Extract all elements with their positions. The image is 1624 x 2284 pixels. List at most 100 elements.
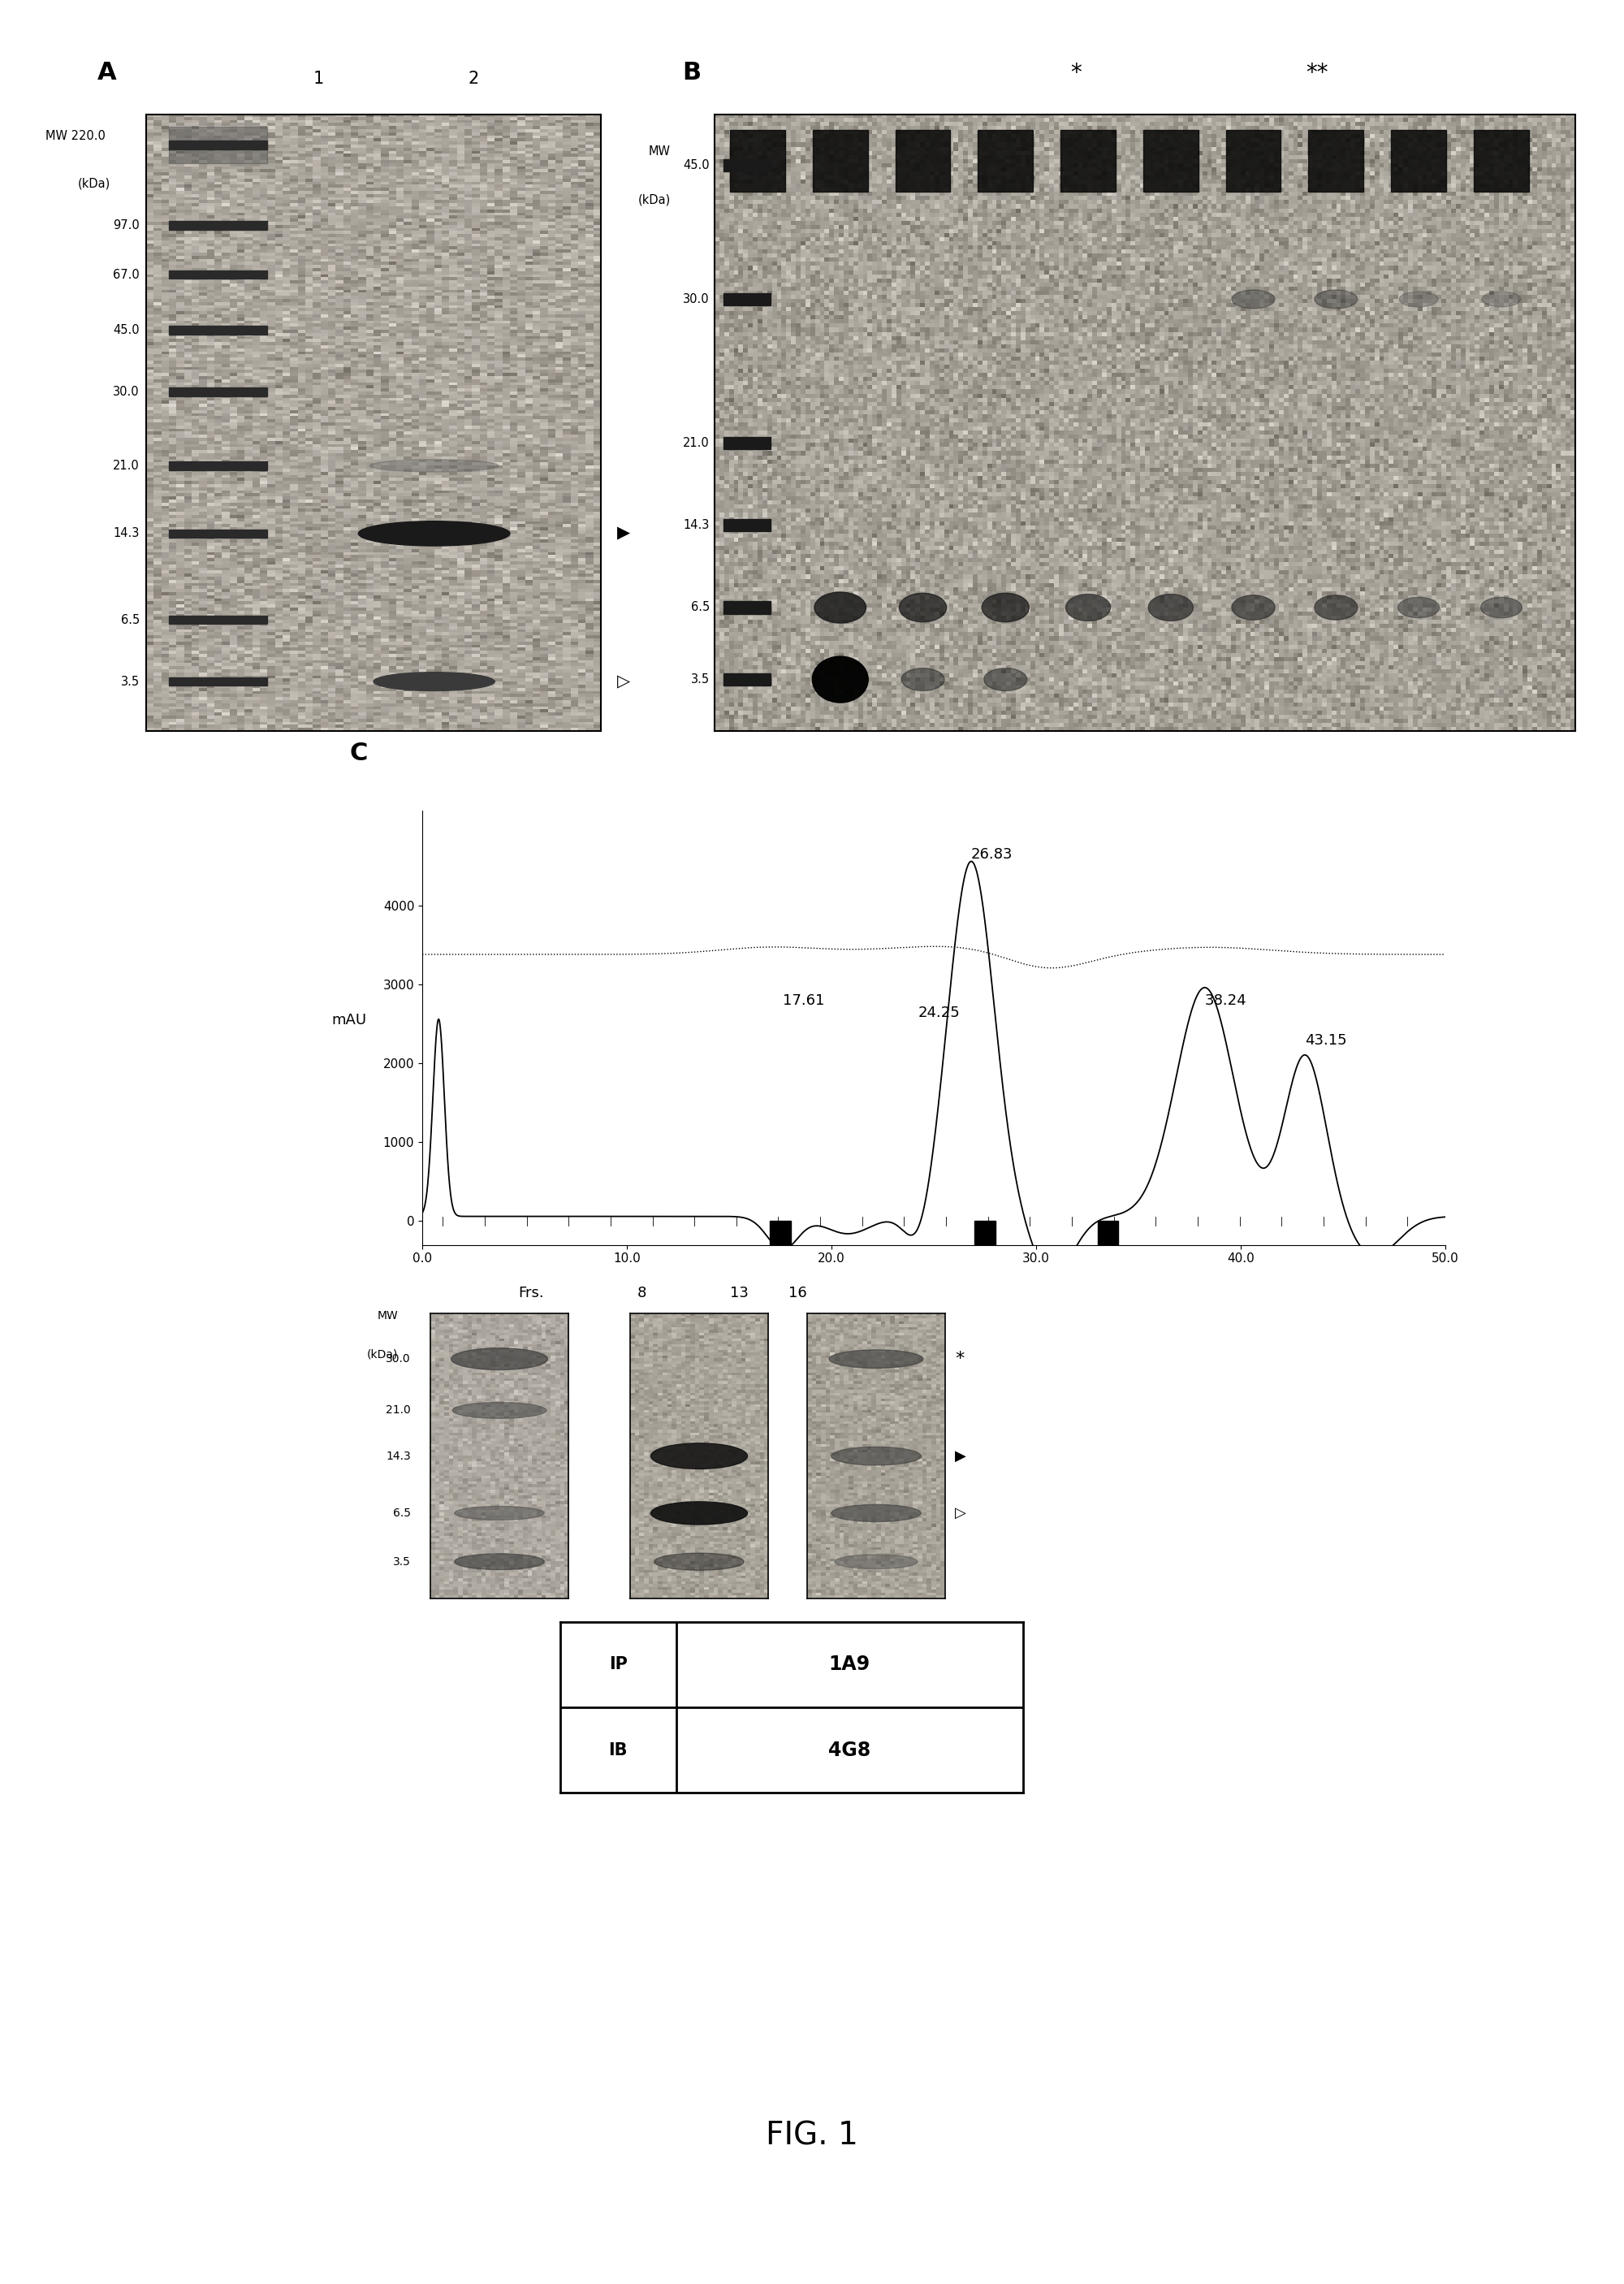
Text: C: C xyxy=(349,742,367,765)
Bar xyxy=(169,530,268,537)
Bar xyxy=(723,601,770,614)
Ellipse shape xyxy=(835,1555,918,1569)
Text: 21.0: 21.0 xyxy=(387,1405,411,1416)
Ellipse shape xyxy=(1314,596,1358,619)
Bar xyxy=(723,160,770,171)
Ellipse shape xyxy=(1481,292,1520,306)
Bar xyxy=(1098,1222,1117,1245)
Text: 14.3: 14.3 xyxy=(114,528,140,539)
Text: 14.3: 14.3 xyxy=(684,518,710,532)
Ellipse shape xyxy=(654,1553,744,1571)
Ellipse shape xyxy=(1481,596,1522,617)
Text: 67.0: 67.0 xyxy=(114,270,140,281)
Ellipse shape xyxy=(359,521,510,546)
Ellipse shape xyxy=(830,1350,922,1368)
Text: 2: 2 xyxy=(468,71,479,87)
Ellipse shape xyxy=(1314,290,1358,308)
Text: 38.24: 38.24 xyxy=(1205,994,1247,1007)
Bar xyxy=(169,388,268,395)
Y-axis label: mAU: mAU xyxy=(331,1014,367,1028)
Text: IB: IB xyxy=(609,1743,627,1759)
Ellipse shape xyxy=(814,592,866,624)
Text: 1: 1 xyxy=(313,71,325,87)
Text: 26.83: 26.83 xyxy=(971,847,1013,861)
Ellipse shape xyxy=(1233,596,1275,619)
Text: *: * xyxy=(1070,62,1082,85)
Text: ▷: ▷ xyxy=(955,1505,966,1521)
Bar xyxy=(723,292,770,306)
Bar xyxy=(1473,130,1528,192)
Text: 3.5: 3.5 xyxy=(120,676,140,687)
Text: IP: IP xyxy=(609,1656,627,1672)
Bar xyxy=(1392,130,1447,192)
Ellipse shape xyxy=(370,459,499,473)
Text: 6.5: 6.5 xyxy=(393,1507,411,1519)
Ellipse shape xyxy=(1400,292,1437,306)
Ellipse shape xyxy=(651,1503,747,1526)
Bar xyxy=(974,1222,996,1245)
Ellipse shape xyxy=(1233,290,1275,308)
Text: 1A9: 1A9 xyxy=(828,1654,870,1674)
Ellipse shape xyxy=(984,669,1026,690)
Bar xyxy=(731,130,784,192)
Text: 3.5: 3.5 xyxy=(690,674,710,685)
Bar xyxy=(812,130,867,192)
Text: 14.3: 14.3 xyxy=(387,1450,411,1462)
Ellipse shape xyxy=(455,1553,544,1569)
Text: Frs.: Frs. xyxy=(518,1286,544,1300)
Text: 97.0: 97.0 xyxy=(114,219,140,231)
Bar xyxy=(169,126,268,164)
Ellipse shape xyxy=(831,1448,921,1466)
Bar xyxy=(169,270,268,279)
Text: 6.5: 6.5 xyxy=(120,614,140,626)
Bar xyxy=(1226,130,1281,192)
Ellipse shape xyxy=(451,1348,547,1370)
Text: 43.15: 43.15 xyxy=(1306,1032,1348,1048)
Text: ▷: ▷ xyxy=(617,674,630,690)
Bar xyxy=(169,678,268,685)
Text: 30.0: 30.0 xyxy=(387,1354,411,1364)
Bar xyxy=(1143,130,1199,192)
Text: (kDa): (kDa) xyxy=(638,194,671,206)
Text: MW: MW xyxy=(377,1311,398,1322)
Text: (kDa): (kDa) xyxy=(78,178,110,190)
Text: MW 220.0: MW 220.0 xyxy=(45,130,106,142)
Text: 6.5: 6.5 xyxy=(690,601,710,614)
Text: MW: MW xyxy=(650,146,671,158)
Ellipse shape xyxy=(1148,594,1194,621)
Ellipse shape xyxy=(455,1507,544,1521)
Text: **: ** xyxy=(1306,62,1328,85)
Ellipse shape xyxy=(1065,594,1111,621)
Text: A: A xyxy=(97,62,117,85)
Bar xyxy=(169,327,268,333)
Bar xyxy=(895,130,950,192)
Bar xyxy=(169,461,268,471)
Ellipse shape xyxy=(651,1443,747,1469)
Bar xyxy=(169,142,268,148)
Text: 21.0: 21.0 xyxy=(114,459,140,473)
Text: 17.61: 17.61 xyxy=(783,994,825,1007)
Text: FIG. 1: FIG. 1 xyxy=(767,2120,857,2152)
Text: 13: 13 xyxy=(729,1286,749,1300)
Ellipse shape xyxy=(831,1505,921,1521)
Text: 24.25: 24.25 xyxy=(919,1005,960,1021)
Bar xyxy=(1060,130,1116,192)
Text: 4G8: 4G8 xyxy=(828,1740,870,1761)
Text: 45.0: 45.0 xyxy=(114,324,140,336)
Text: ▶: ▶ xyxy=(955,1448,966,1464)
Text: 30.0: 30.0 xyxy=(684,292,710,306)
Ellipse shape xyxy=(901,669,945,690)
Text: *: * xyxy=(955,1350,965,1368)
Text: ▶: ▶ xyxy=(617,525,630,541)
Ellipse shape xyxy=(374,671,495,690)
Ellipse shape xyxy=(453,1402,546,1418)
Text: (kDa): (kDa) xyxy=(367,1350,398,1361)
Bar xyxy=(169,617,268,624)
Bar xyxy=(770,1222,791,1245)
Ellipse shape xyxy=(812,656,869,703)
Text: 30.0: 30.0 xyxy=(114,386,140,397)
Bar xyxy=(723,436,770,450)
Text: 8: 8 xyxy=(637,1286,646,1300)
Text: 45.0: 45.0 xyxy=(684,160,710,171)
Ellipse shape xyxy=(900,594,947,621)
